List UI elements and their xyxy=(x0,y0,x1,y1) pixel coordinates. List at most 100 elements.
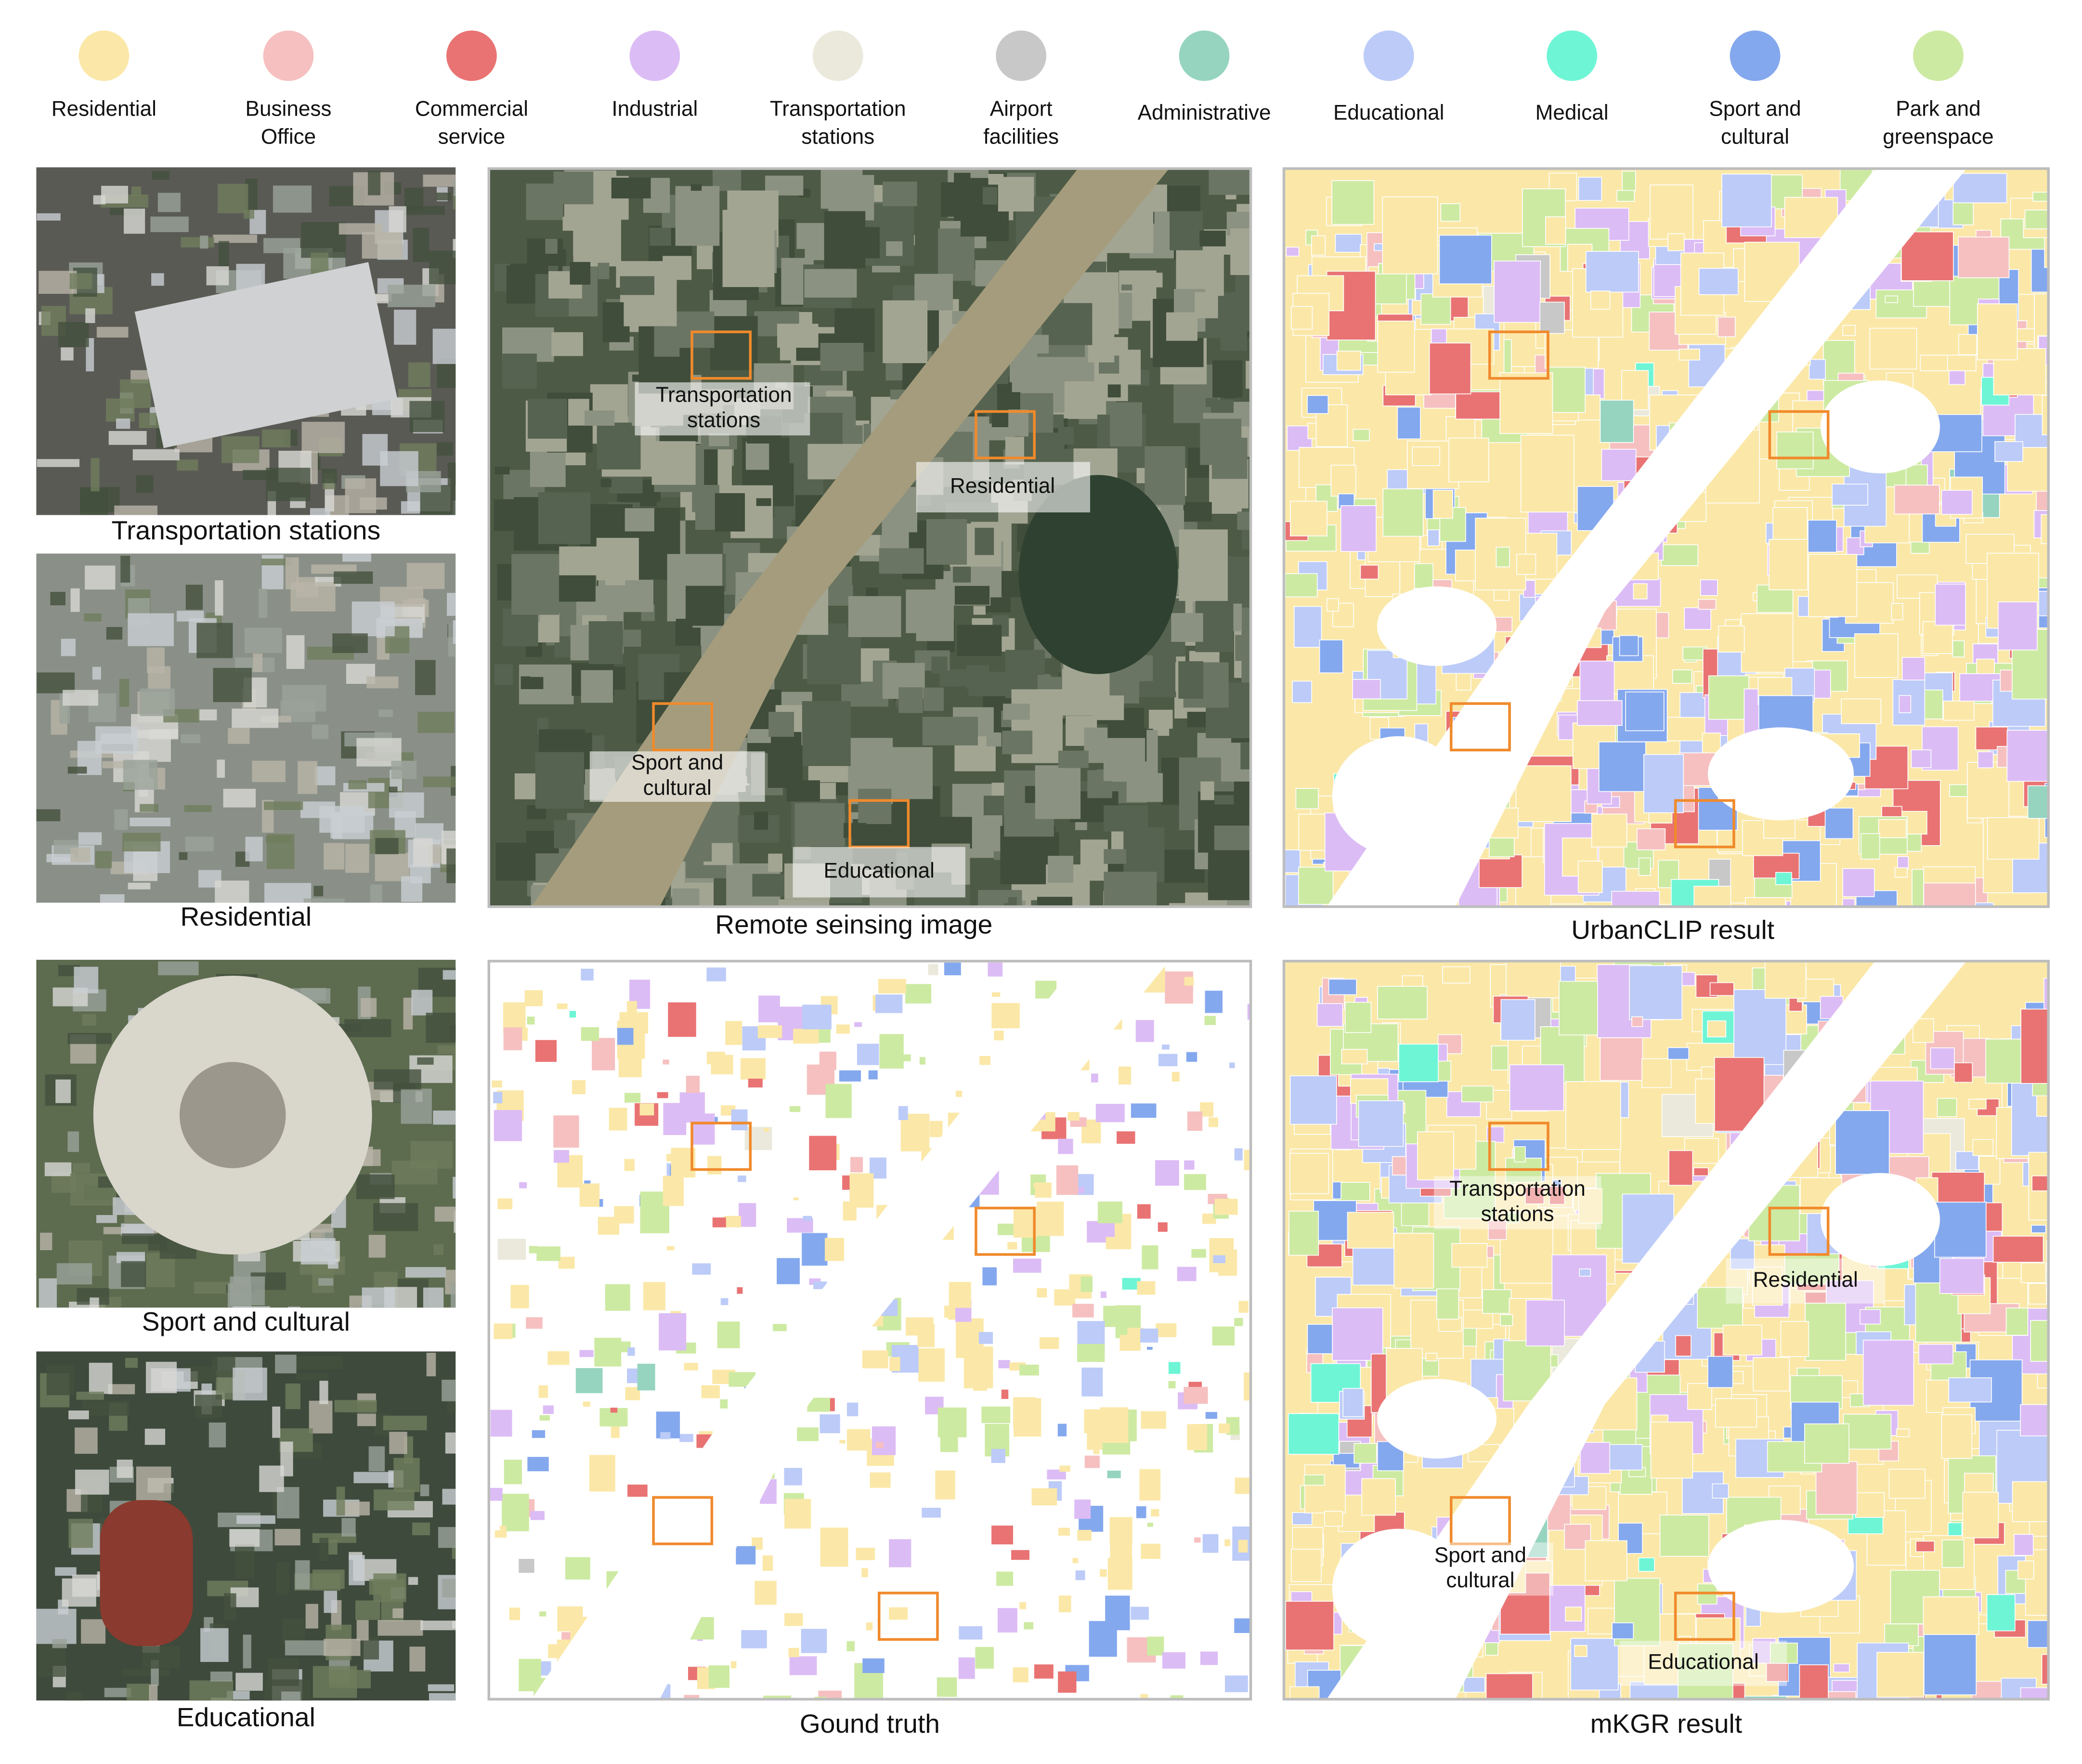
photo-block xyxy=(276,1562,289,1594)
map-patch xyxy=(1011,1550,1029,1560)
map-patch xyxy=(1292,680,1312,703)
map-patch xyxy=(1001,1389,1009,1399)
map-patch xyxy=(1360,564,1379,580)
map-patch xyxy=(1707,1020,1727,1038)
map-patch xyxy=(1638,857,1651,876)
map-patch xyxy=(1894,484,1940,515)
photo-block xyxy=(401,1088,432,1124)
map-patch xyxy=(1200,781,1214,800)
station-roof xyxy=(134,262,398,448)
map-patch xyxy=(868,1070,878,1080)
map-patch xyxy=(573,213,621,267)
photo-block xyxy=(345,844,369,873)
map-patch xyxy=(530,667,547,677)
photo-block xyxy=(420,1620,456,1631)
map-patch xyxy=(923,687,944,711)
annotation-label: Educational xyxy=(823,859,934,883)
map-patch xyxy=(1841,698,1882,724)
map-patch xyxy=(1289,1153,1329,1194)
photo-block xyxy=(46,1364,75,1396)
photo-block xyxy=(342,553,371,562)
photo-block xyxy=(127,1684,151,1701)
map-patch xyxy=(1288,1413,1340,1455)
map-patch xyxy=(489,1488,503,1501)
photo-block xyxy=(299,703,315,713)
photo-block xyxy=(101,185,129,204)
map-patch xyxy=(1667,1047,1690,1060)
legend-label: cultural xyxy=(1721,125,1789,148)
map-patch xyxy=(1591,813,1627,848)
map-patch xyxy=(1854,633,1899,678)
map-patch xyxy=(1285,573,1318,598)
photo-block xyxy=(37,672,75,693)
map-patch xyxy=(1100,1407,1129,1443)
map-patch xyxy=(928,964,938,976)
map-patch xyxy=(758,995,780,1022)
map-patch xyxy=(916,600,954,641)
map-patch xyxy=(1678,1643,1733,1699)
sample-caption: Transportation stations xyxy=(111,515,380,545)
photo-block xyxy=(366,676,399,689)
map-patch xyxy=(1327,598,1339,612)
map-patch xyxy=(1808,520,1837,553)
map-patch xyxy=(1832,483,1868,506)
photo-block xyxy=(218,241,229,266)
map-patch xyxy=(1247,1004,1251,1020)
map-patch xyxy=(1557,1698,1584,1699)
map-patch xyxy=(692,1263,711,1275)
map-patch xyxy=(1901,657,1926,681)
map-patch xyxy=(975,1646,994,1669)
photo-block xyxy=(104,1687,131,1698)
photo-block xyxy=(447,593,456,616)
photo-block xyxy=(336,1487,345,1516)
map-patch xyxy=(1896,1428,1910,1437)
map-patch xyxy=(2027,785,2049,819)
photo-block xyxy=(313,886,324,897)
map-patch xyxy=(730,1661,737,1669)
photo-block xyxy=(334,1400,377,1412)
photo-block xyxy=(274,1529,300,1546)
map-patch xyxy=(756,498,771,506)
map-patch xyxy=(1718,316,1736,338)
map-patch xyxy=(846,1641,855,1651)
photo-block xyxy=(448,624,456,657)
map-patch xyxy=(1580,1442,1611,1474)
map-patch xyxy=(1693,886,1731,907)
map-patch xyxy=(1373,273,1407,304)
map-patch xyxy=(846,1429,871,1450)
map-patch xyxy=(1294,606,1322,648)
photo-block xyxy=(80,488,108,515)
photo-block xyxy=(108,1384,135,1395)
photo-block xyxy=(75,1427,98,1454)
map-patch xyxy=(1578,1188,1602,1224)
map-patch xyxy=(605,565,625,586)
map-patch xyxy=(1031,1488,1057,1506)
photo-block xyxy=(383,1415,427,1430)
photo-block xyxy=(436,192,452,201)
map-patch xyxy=(1667,233,1685,251)
map-patch xyxy=(1397,406,1421,440)
map-patch xyxy=(1414,563,1433,589)
map-patch xyxy=(1107,1470,1121,1478)
photo-block xyxy=(428,1684,455,1691)
photo-block xyxy=(288,1307,300,1308)
photo-block xyxy=(158,961,199,976)
map-patch xyxy=(820,1528,848,1567)
map-patch xyxy=(1072,1304,1094,1318)
annotation-label: Sport and xyxy=(631,751,723,774)
photo-block xyxy=(442,970,456,980)
photo-block xyxy=(92,666,101,680)
photo-block xyxy=(149,1685,158,1701)
photo-block xyxy=(217,759,225,778)
river xyxy=(1327,961,1967,1699)
map-patch xyxy=(1978,1156,2001,1185)
photo-block xyxy=(319,1538,329,1561)
map-patch xyxy=(1799,1664,1829,1699)
map-patch xyxy=(901,1054,911,1061)
map-patch xyxy=(494,499,533,531)
map-patch xyxy=(876,1442,884,1449)
photo-block xyxy=(81,1619,106,1644)
map-patch xyxy=(1485,1673,1533,1699)
photo-block xyxy=(332,633,368,653)
map-patch xyxy=(1212,1326,1235,1346)
